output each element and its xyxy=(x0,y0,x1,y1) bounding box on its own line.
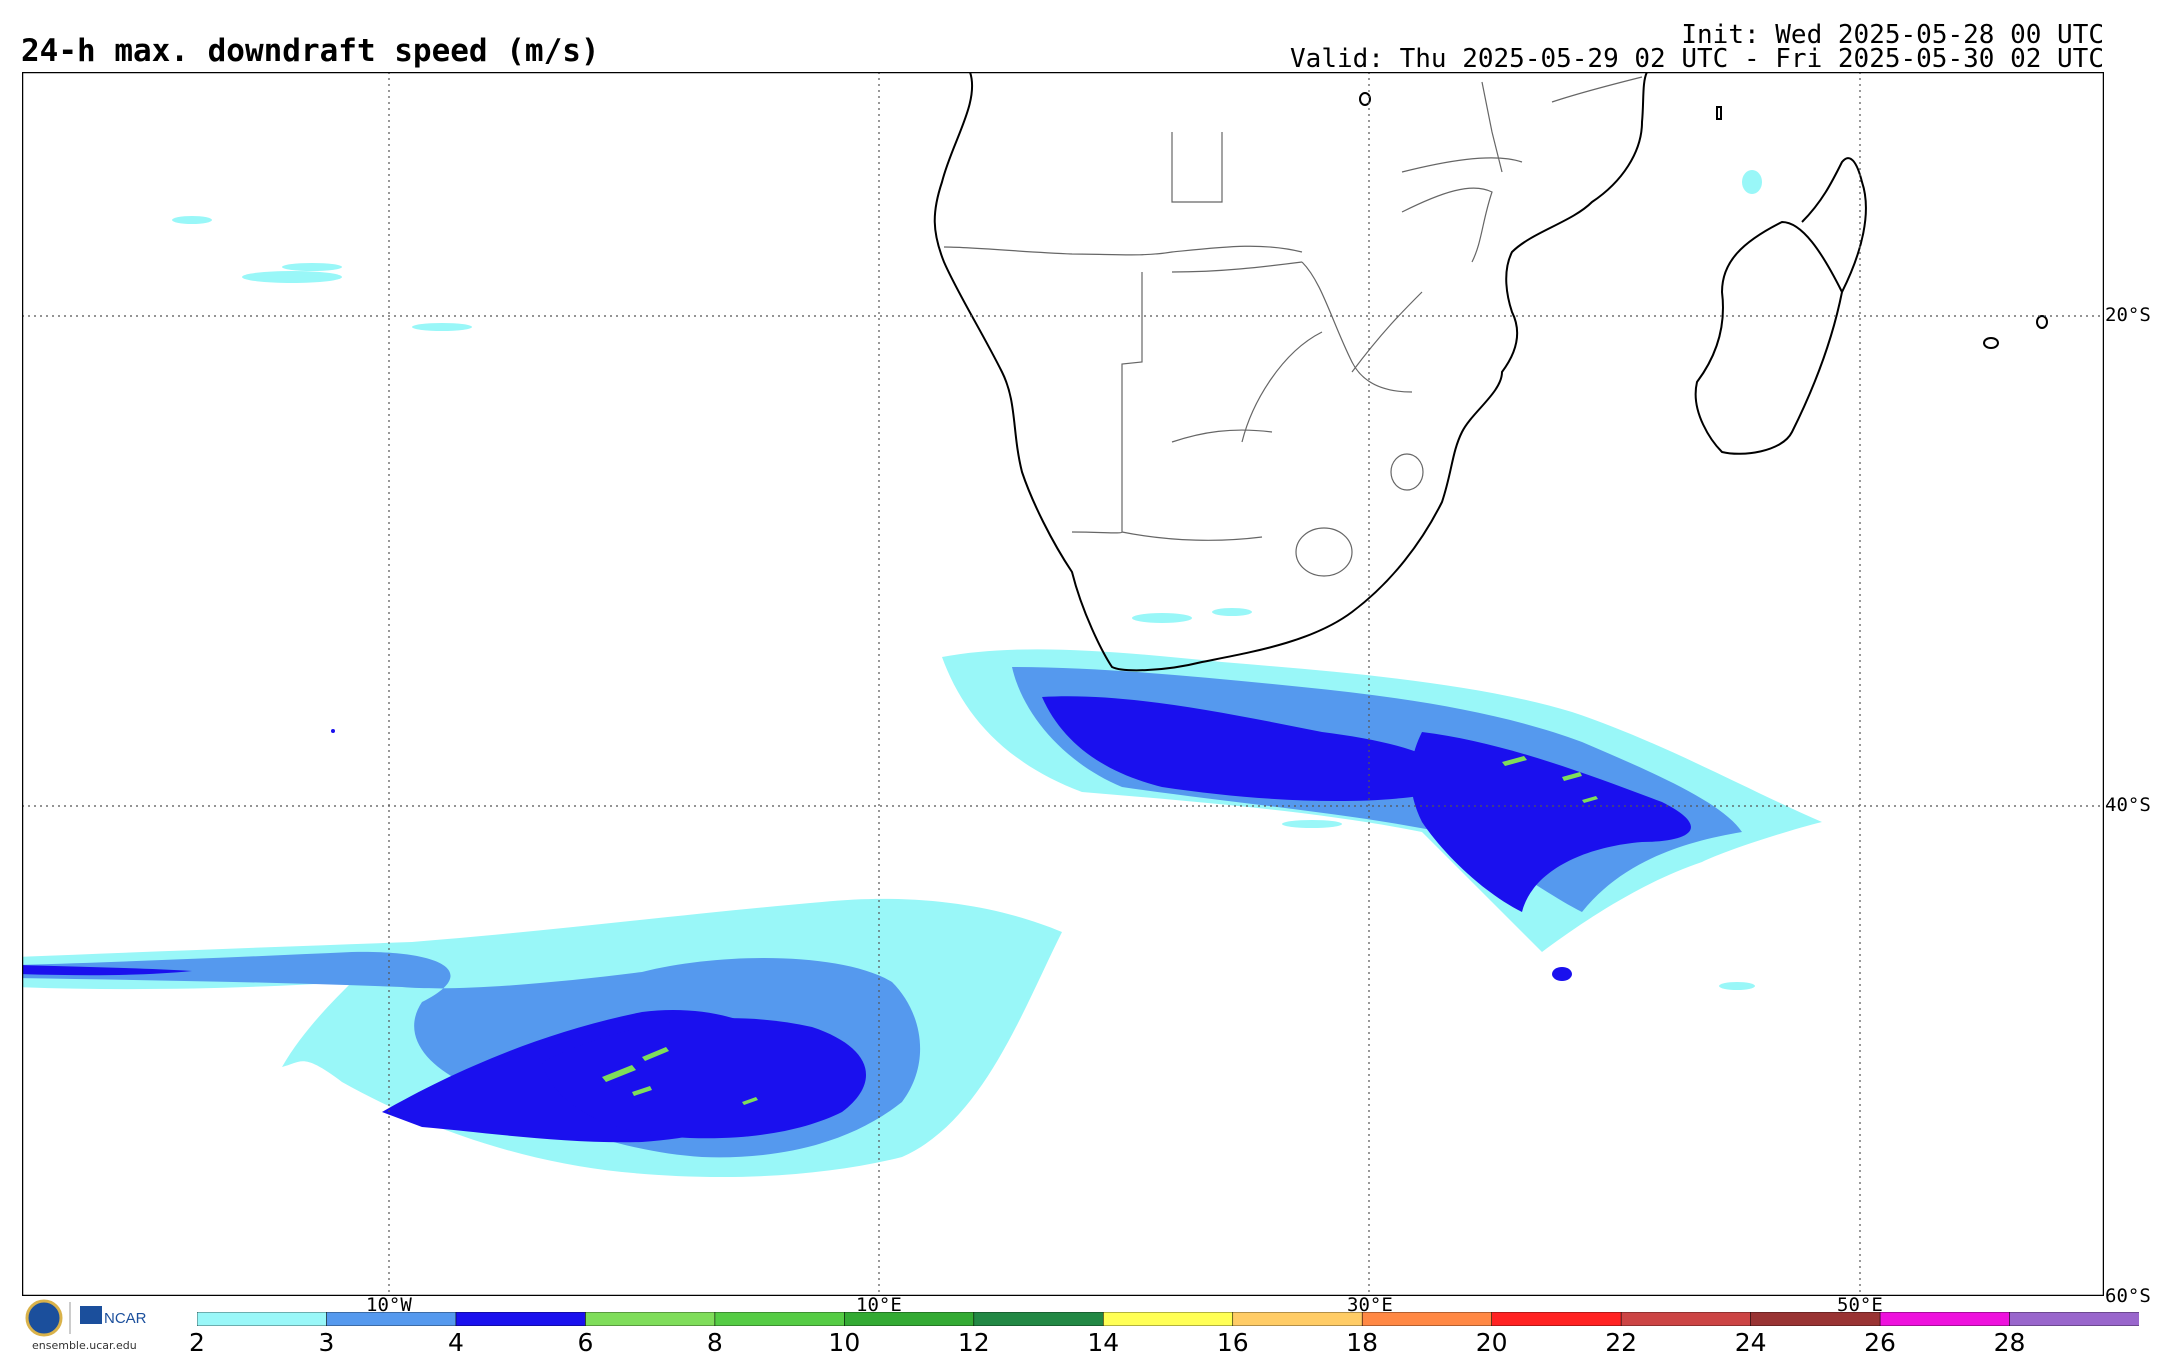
coastlines xyxy=(933,72,2048,672)
colorbar-swatch xyxy=(1750,1312,1881,1326)
colorbar-swatch xyxy=(2009,1312,2139,1326)
forecast-map xyxy=(22,72,2104,1296)
ncar-logo-icon xyxy=(80,1306,102,1324)
field-south-of-africa xyxy=(942,649,1822,990)
colorbar-swatch xyxy=(844,1312,975,1326)
ncar-logo-text: NCAR xyxy=(104,1310,147,1327)
logo: NCAR xyxy=(22,1298,162,1342)
colorbar-swatch xyxy=(1102,1312,1234,1326)
lat-label-60s: 60°S xyxy=(2105,1285,2151,1307)
lon-label-50e: 50°E xyxy=(1837,1294,1883,1316)
lon-label-10e: 10°E xyxy=(856,1294,902,1316)
lat-label-40s: 40°S xyxy=(2105,794,2151,816)
colorbar-swatch xyxy=(973,1312,1105,1326)
nsf-logo-icon xyxy=(25,1299,63,1337)
colorbar-swatch xyxy=(455,1312,587,1326)
map-title: 24-h max. downdraft speed (m/s) xyxy=(21,33,600,69)
colorbar-tick-label: 16 xyxy=(1216,1328,1249,1357)
colorbar-swatch xyxy=(1361,1312,1493,1326)
colorbar-tick-label: 20 xyxy=(1475,1328,1508,1357)
country-borders xyxy=(943,76,1643,577)
colorbar-tick-label: 22 xyxy=(1605,1328,1638,1357)
colorbar-tick-label: 14 xyxy=(1087,1328,1120,1357)
colorbar xyxy=(197,1312,2139,1326)
colorbar-swatch xyxy=(585,1312,716,1326)
colorbar-tick-label: 18 xyxy=(1346,1328,1379,1357)
colorbar-tick-label: 3 xyxy=(318,1328,335,1357)
logo-site: ensemble.ucar.edu xyxy=(32,1339,137,1352)
graticule xyxy=(22,72,2104,1296)
init-time: Init: Wed 2025-05-28 00 UTC xyxy=(1681,20,2104,50)
colorbar-tick-label: 10 xyxy=(828,1328,861,1357)
colorbar-swatch xyxy=(326,1312,457,1326)
field-southwest-atlantic xyxy=(22,898,1062,1177)
colorbar-swatch xyxy=(197,1312,328,1326)
colorbar-swatch xyxy=(1879,1312,2011,1326)
colorbar-tick-label: 24 xyxy=(1734,1328,1767,1357)
colorbar-tick-label: 8 xyxy=(706,1328,723,1357)
field-speckles xyxy=(172,170,1762,828)
colorbar-swatch xyxy=(1491,1312,1622,1326)
colorbar-tick-label: 28 xyxy=(1993,1328,2026,1357)
colorbar-swatch xyxy=(1232,1312,1363,1326)
colorbar-tick-label: 12 xyxy=(957,1328,990,1357)
colorbar-tick-label: 26 xyxy=(1864,1328,1896,1357)
colorbar-swatch xyxy=(714,1312,846,1326)
lon-label-10w: 10°W xyxy=(366,1294,412,1316)
lon-label-30e: 30°E xyxy=(1347,1294,1393,1316)
colorbar-tick-label: 6 xyxy=(577,1328,594,1357)
valid-time: Valid: Thu 2025-05-29 02 UTC - Fri 2025-… xyxy=(1290,44,2104,74)
colorbar-tick-label: 2 xyxy=(189,1328,205,1357)
lat-label-20s: 20°S xyxy=(2105,304,2151,326)
map-frame xyxy=(22,72,2104,1296)
colorbar-swatch xyxy=(1620,1312,1752,1326)
colorbar-tick-label: 4 xyxy=(447,1328,464,1357)
